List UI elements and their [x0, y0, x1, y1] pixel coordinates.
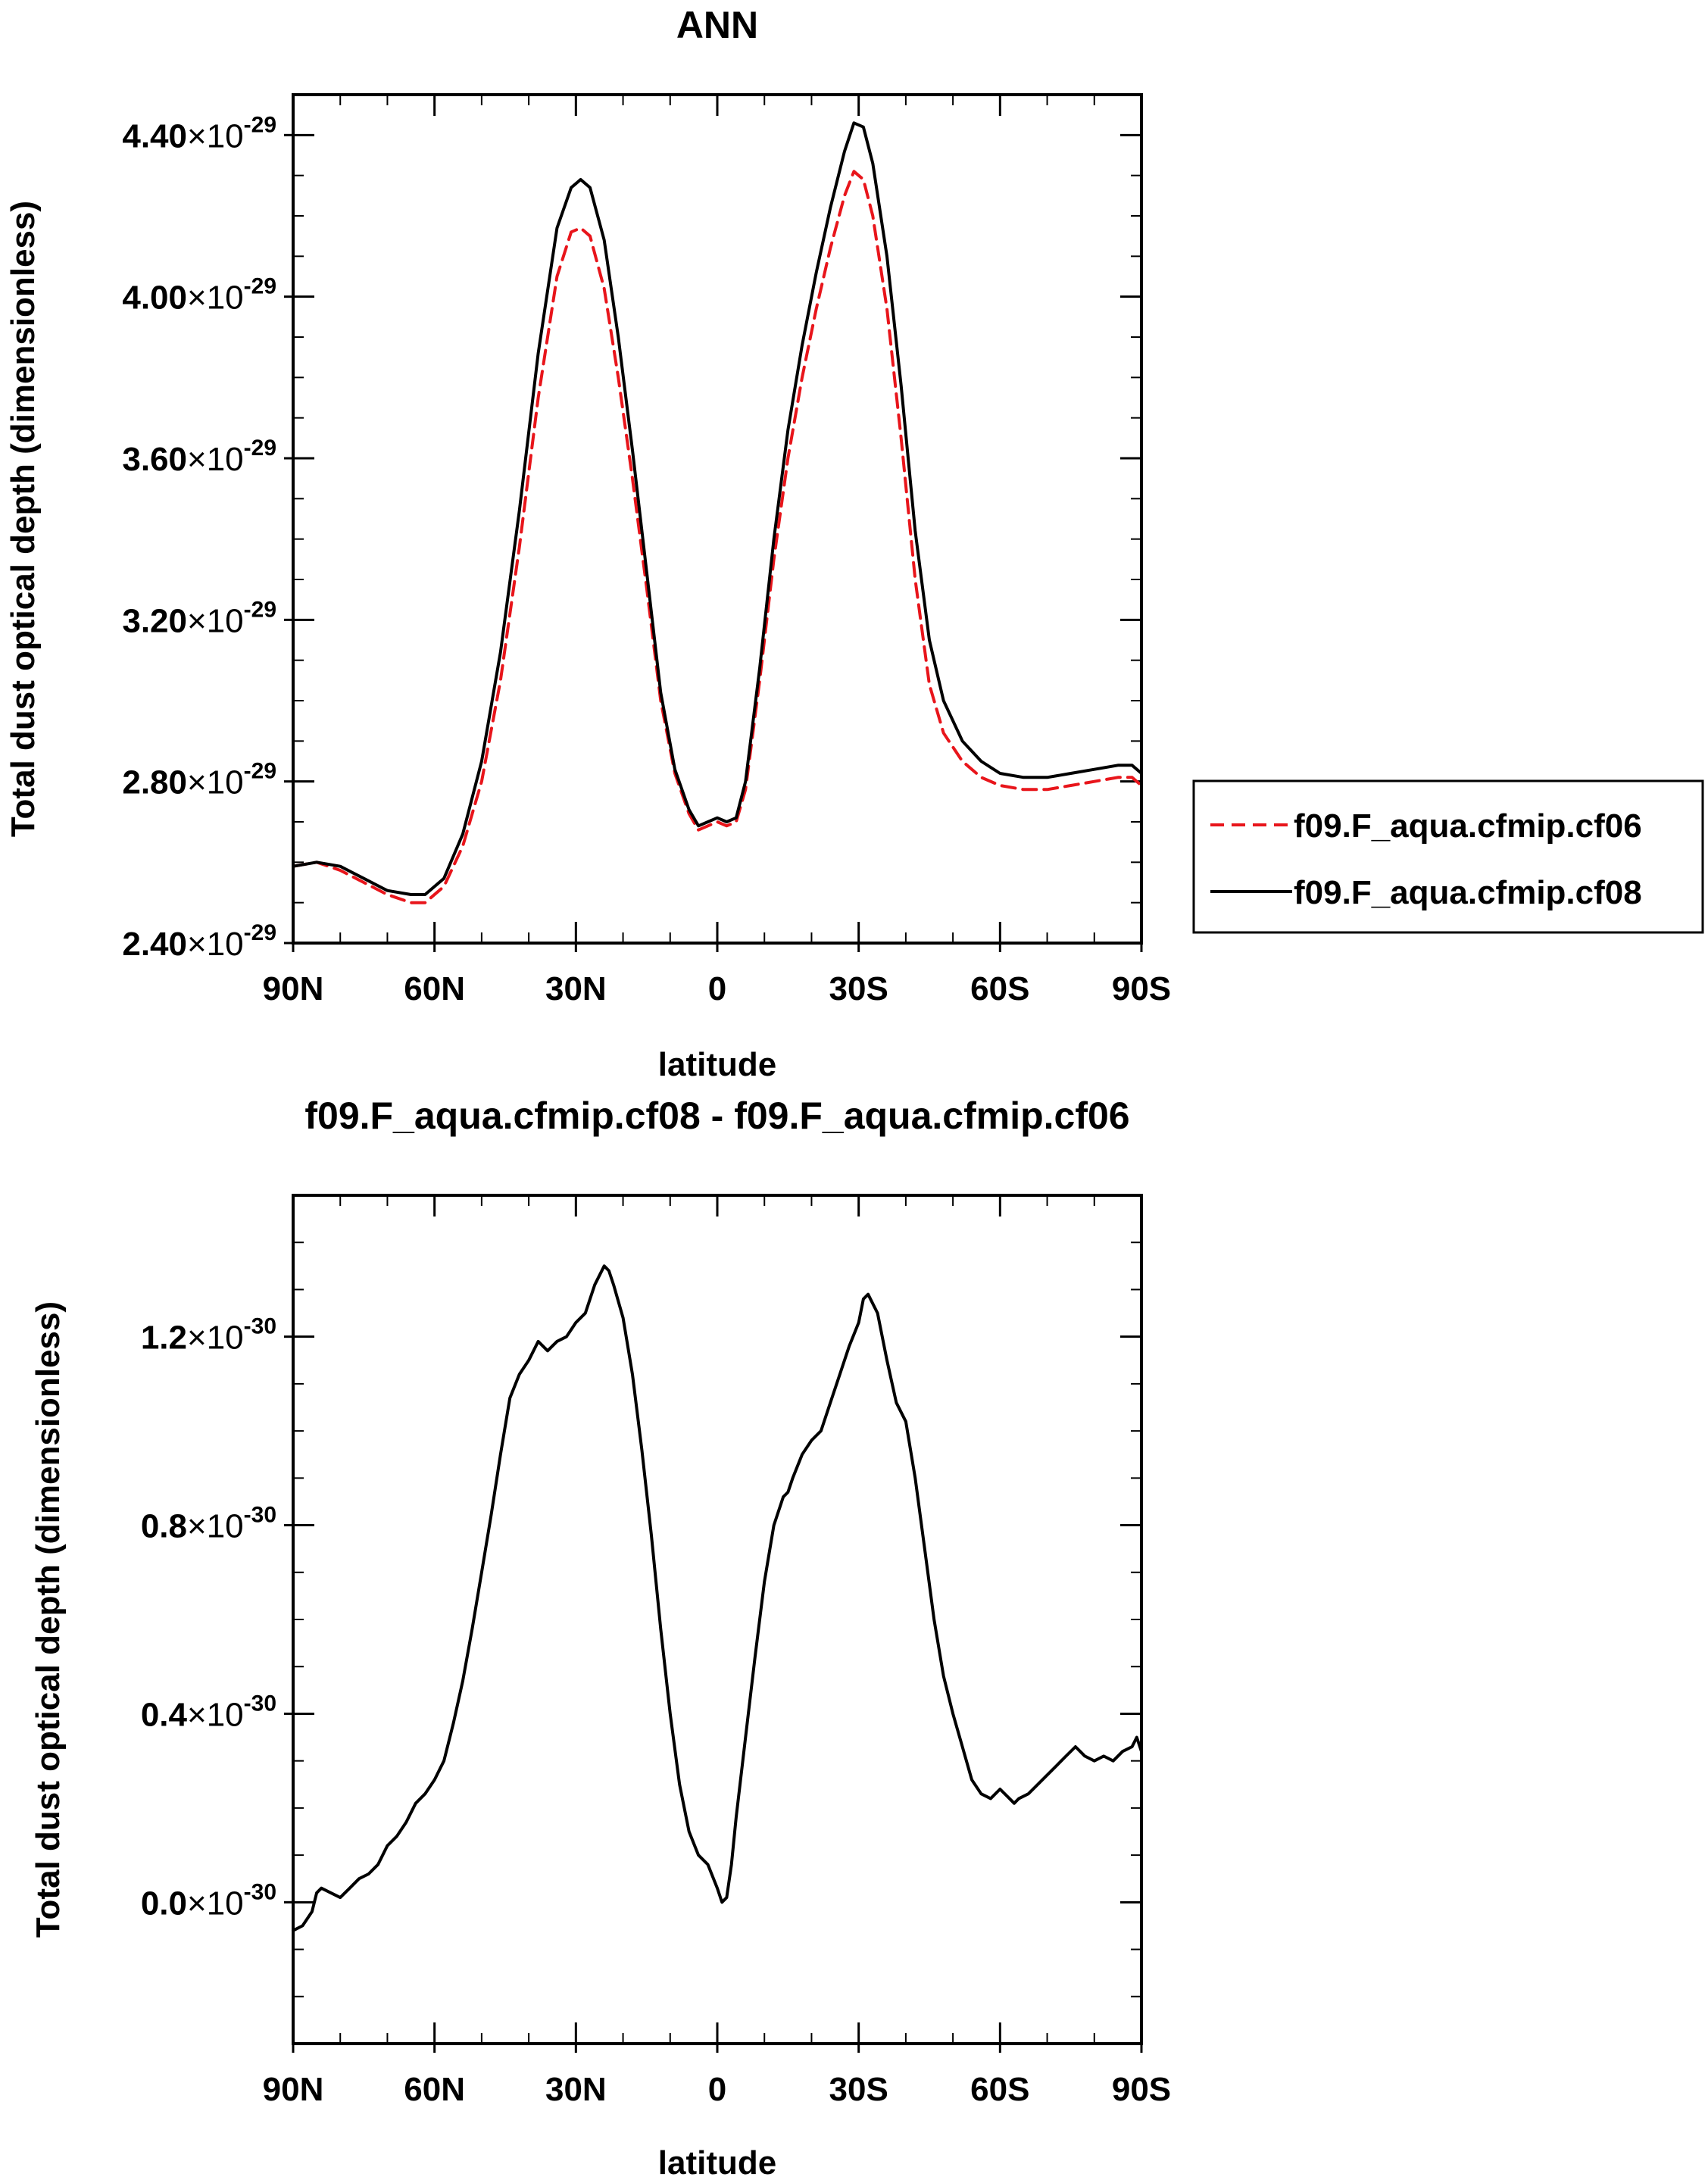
y-tick-mantissa: 2.80 [122, 764, 187, 801]
y-tick-exponent: -29 [244, 920, 276, 945]
plot-frame [292, 1194, 1143, 2045]
y-tick-label: 2.40×10-29 [122, 920, 276, 963]
y-tick-label: 3.20×10-29 [122, 597, 276, 639]
y-tick-label: 1.2×10-30 [141, 1314, 276, 1357]
y-tick-mantissa: 2.40 [122, 926, 187, 963]
y-tick-mantissa: 0.8 [141, 1508, 187, 1545]
y-tick-mantissa: 4.40 [122, 117, 187, 155]
y-tick-label: 3.60×10-29 [122, 436, 276, 478]
y-tick-exponent: -29 [244, 759, 276, 784]
minor-ticks [292, 1195, 1142, 2044]
legend: f09.F_aqua.cfmip.cf06 f09.F_aqua.cfmip.cf… [1192, 779, 1704, 934]
y-tick-exponent: -30 [244, 1879, 276, 1904]
chart-title: ANN [676, 4, 758, 46]
x-tick-label: 90N [263, 2071, 324, 2108]
plot-frame [292, 93, 1143, 945]
x-tick-label: 90S [1112, 2071, 1171, 2108]
x-tick-label: 60S [970, 2071, 1029, 2108]
y-tick-label: 0.8×10-30 [141, 1503, 276, 1545]
x-tick-label: 30S [829, 970, 888, 1007]
y-tick-mantissa: 4.00 [122, 280, 187, 317]
x-tick-label: 30N [545, 970, 607, 1007]
major-ticks [284, 1195, 1143, 2053]
minor-ticks [292, 94, 1142, 944]
y-tick-exponent: -30 [244, 1691, 276, 1716]
y-tick-mantissa: 3.60 [122, 441, 187, 478]
x-axis-label: latitude [658, 2144, 776, 2180]
x-tick-label: 90N [263, 970, 324, 1007]
y-tick-label: 0.0×10-30 [141, 1879, 276, 1922]
major-ticks [284, 95, 1143, 952]
y-tick-label: 4.00×10-29 [122, 274, 276, 317]
legend-box [1192, 779, 1704, 934]
x-axis-label: latitude [658, 1046, 776, 1083]
y-tick-label: 0.4×10-30 [141, 1691, 276, 1733]
x-tick-label: 0 [708, 970, 726, 1007]
x-tick-label: 90S [1112, 970, 1171, 1007]
series-line-0 [292, 1264, 1143, 1932]
y-tick-mantissa: 1.2 [141, 1320, 187, 1357]
y-axis-label: Total dust optical depth (dimensionless) [30, 1301, 67, 1938]
x-tick-label: 0 [708, 2071, 726, 2108]
top-panel: ANN latitude Total dust optical depth (dim… [5, 4, 1704, 1083]
x-tick-label: 60N [404, 2071, 465, 2108]
legend-label-1: f09.F_aqua.cfmip.cf08 [1294, 874, 1642, 911]
y-tick-exponent: -30 [244, 1314, 276, 1339]
x-tick-label: 60S [970, 970, 1029, 1007]
y-tick-label: 4.40×10-29 [122, 112, 276, 155]
y-tick-mantissa: 0.0 [141, 1885, 187, 1922]
series-line-0 [292, 170, 1143, 904]
x-tick-label: 30S [829, 2071, 888, 2108]
series-line-1 [292, 121, 1143, 896]
y-tick-mantissa: 3.20 [122, 602, 187, 639]
y-tick-mantissa: 0.4 [141, 1696, 188, 1733]
y-axis-label: Total dust optical depth (dimensionless) [5, 201, 42, 837]
legend-label-0: f09.F_aqua.cfmip.cf06 [1294, 807, 1642, 845]
y-tick-exponent: -29 [244, 597, 276, 622]
y-tick-exponent: -30 [244, 1503, 276, 1528]
y-tick-exponent: -29 [244, 436, 276, 461]
y-tick-label: 2.80×10-29 [122, 759, 276, 801]
y-tick-exponent: -29 [244, 112, 276, 137]
chart-title: f09.F_aqua.cfmip.cf08 - f09.F_aqua.cfmip… [304, 1095, 1129, 1137]
bottom-panel: f09.F_aqua.cfmip.cf08 - f09.F_aqua.cfmip… [30, 1095, 1171, 2180]
x-tick-label: 60N [404, 970, 465, 1007]
y-tick-exponent: -29 [244, 274, 276, 299]
x-tick-label: 30N [545, 2071, 607, 2108]
